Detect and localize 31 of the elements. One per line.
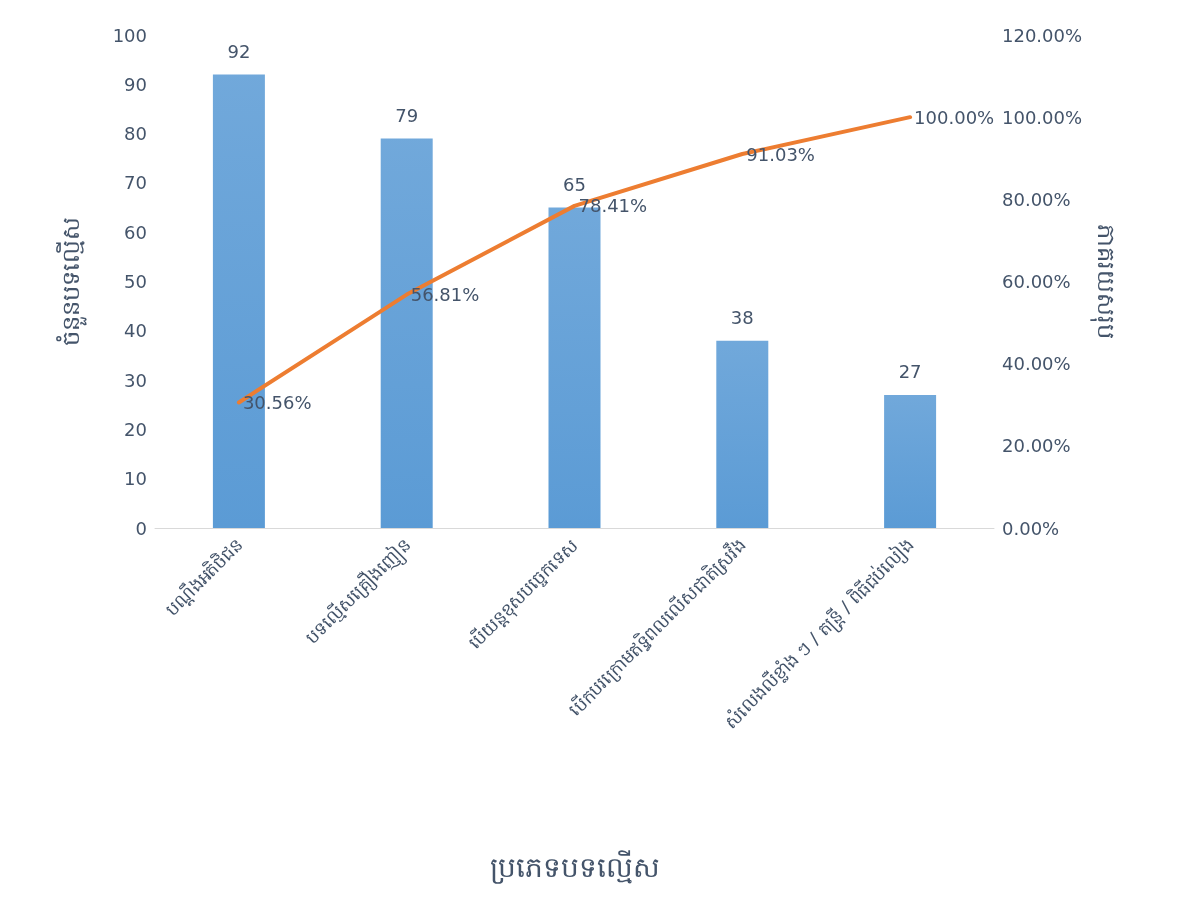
y-tick-label: 10 <box>124 468 147 490</box>
y2-tick-label: 60.00% <box>1002 271 1071 292</box>
data-label: 38 <box>730 307 754 329</box>
data-label: 79 <box>395 105 419 127</box>
y-tick-label: 50 <box>124 271 147 292</box>
y2-tick-label: 20.00% <box>1002 435 1071 457</box>
y-tick-label: 80 <box>124 123 147 145</box>
y-tick-label: 100 <box>112 24 147 46</box>
data-label: 65 <box>563 174 586 196</box>
y-tick-label: 30 <box>124 369 147 391</box>
bar <box>716 340 769 528</box>
data-label: 27 <box>898 361 922 383</box>
bar <box>884 394 937 528</box>
y2-tick-label: 100.00% <box>1002 106 1083 128</box>
y-tick-label: 60 <box>124 221 147 243</box>
y2-axis-title: ភាគរយសរុប <box>1090 224 1120 339</box>
x-axis-title: ប្រភេទបទល្មើស <box>489 849 660 884</box>
y-tick-label: 0 <box>135 517 147 539</box>
y2-tick-label: 120.00% <box>1002 24 1083 46</box>
y2-tick-label: 80.00% <box>1002 188 1071 210</box>
y2-tick-label: 0.00% <box>1002 517 1060 539</box>
y-tick-label: 40 <box>124 320 147 342</box>
y-tick-label: 20 <box>124 418 147 440</box>
data-label: 100.00% <box>914 106 995 128</box>
y-axis-title: ចំនួនបទល្មើស <box>56 217 87 346</box>
y-tick-label: 70 <box>124 172 147 194</box>
data-label: 91.03% <box>746 143 815 165</box>
data-label: 78.41% <box>578 195 648 217</box>
data-label: 92 <box>227 40 251 62</box>
y2-tick-label: 40.00% <box>1002 353 1071 375</box>
y-tick-label: 90 <box>124 73 147 95</box>
